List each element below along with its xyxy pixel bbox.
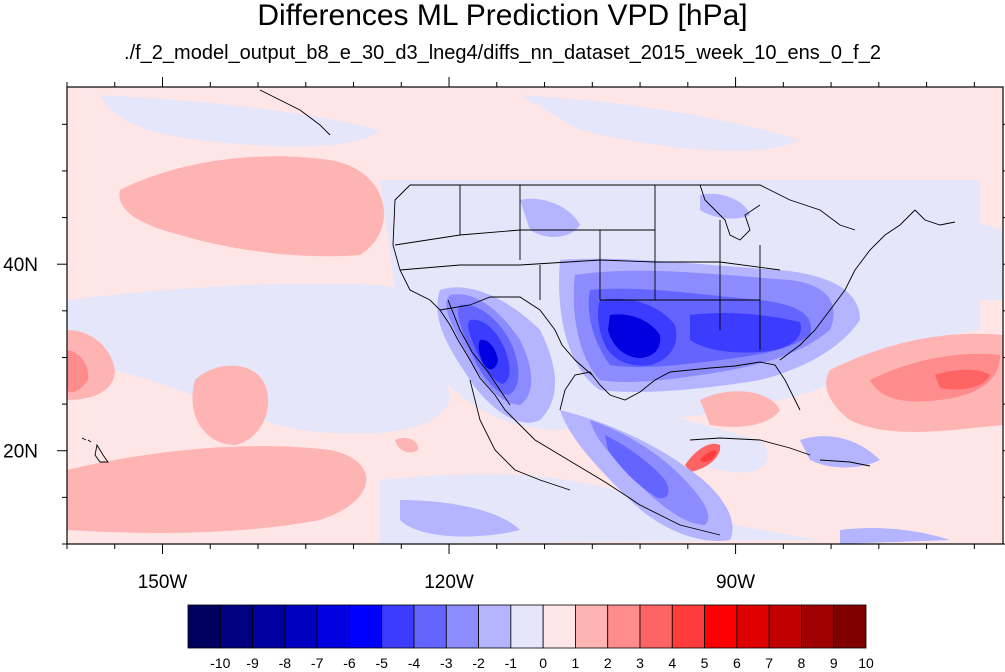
y-tick-label: 40N xyxy=(3,255,38,276)
colorbar-label: 6 xyxy=(733,655,741,671)
colorbar-swatch xyxy=(768,604,802,649)
colorbar-label: -8 xyxy=(279,655,292,671)
field-band-minus6 xyxy=(478,314,661,370)
field-band-plus4 xyxy=(700,450,717,463)
chart-subtitle: ./f_2_model_output_b8_e_30_d3_lneg4/diff… xyxy=(124,42,881,64)
y-tick-label: 20N xyxy=(3,442,38,463)
coastlines-and-borders xyxy=(81,89,956,536)
colorbar-label: -7 xyxy=(311,655,324,671)
colorbar-label: 4 xyxy=(668,655,676,671)
colorbar-swatch xyxy=(478,604,512,649)
colorbar-swatch xyxy=(833,604,867,649)
colorbar-swatch xyxy=(284,604,318,649)
colorbar-label: 10 xyxy=(858,655,874,671)
colorbar-label: 7 xyxy=(765,655,773,671)
colorbar-swatch xyxy=(187,604,221,649)
colorbar-swatch xyxy=(671,604,705,649)
plot-frame xyxy=(66,86,1004,545)
colorbar-swatch xyxy=(542,604,576,649)
colorbar-swatch xyxy=(252,604,286,649)
colorbar-label: -1 xyxy=(505,655,518,671)
colorbar-label: -6 xyxy=(343,655,356,671)
colorbar-label: 3 xyxy=(636,655,644,671)
vpd-difference-field xyxy=(67,87,1003,544)
colorbar-label: 0 xyxy=(539,655,547,671)
x-tick-label: 120W xyxy=(424,572,474,593)
colorbar-swatch xyxy=(639,604,673,649)
colorbar-swatch xyxy=(575,604,609,649)
colorbar-swatch xyxy=(219,604,253,649)
chart-title: Differences ML Prediction VPD [hPa] xyxy=(257,0,748,32)
colorbar-label: 2 xyxy=(604,655,612,671)
colorbar-label: -10 xyxy=(210,655,230,671)
colorbar-swatch xyxy=(381,604,415,649)
colorbar-label: 9 xyxy=(830,655,838,671)
colorbar-swatch xyxy=(413,604,447,649)
x-tick-label: 90W xyxy=(716,572,755,593)
colorbar-label: -2 xyxy=(472,655,485,671)
colorbar-swatch xyxy=(316,604,350,649)
colorbar-label: 8 xyxy=(798,655,806,671)
colorbar: -10 -9 -8 -7 -6 -5 -4 -3 -2 -1 0 1 2 3 4 5 6 7 8 9 10 xyxy=(187,604,874,671)
colorbar-swatch xyxy=(704,604,738,649)
colorbar-label: 1 xyxy=(572,655,580,671)
colorbar-label: -5 xyxy=(375,655,388,671)
axis-ticks xyxy=(57,77,1005,554)
colorbar-label: -4 xyxy=(408,655,421,671)
colorbar-swatch xyxy=(801,604,835,649)
colorbar-swatch xyxy=(349,604,383,649)
field-band-plus2 xyxy=(67,350,1000,402)
colorbar-label: -3 xyxy=(440,655,453,671)
colorbar-label: 5 xyxy=(701,655,709,671)
colorbar-label: -9 xyxy=(246,655,259,671)
colorbar-swatch xyxy=(607,604,641,649)
colorbar-swatch xyxy=(510,604,544,649)
x-tick-label: 150W xyxy=(138,572,188,593)
colorbar-swatch xyxy=(736,604,770,649)
colorbar-swatch xyxy=(445,604,479,649)
axis-labels: 150W 120W 90W 20N 40N xyxy=(3,255,755,593)
